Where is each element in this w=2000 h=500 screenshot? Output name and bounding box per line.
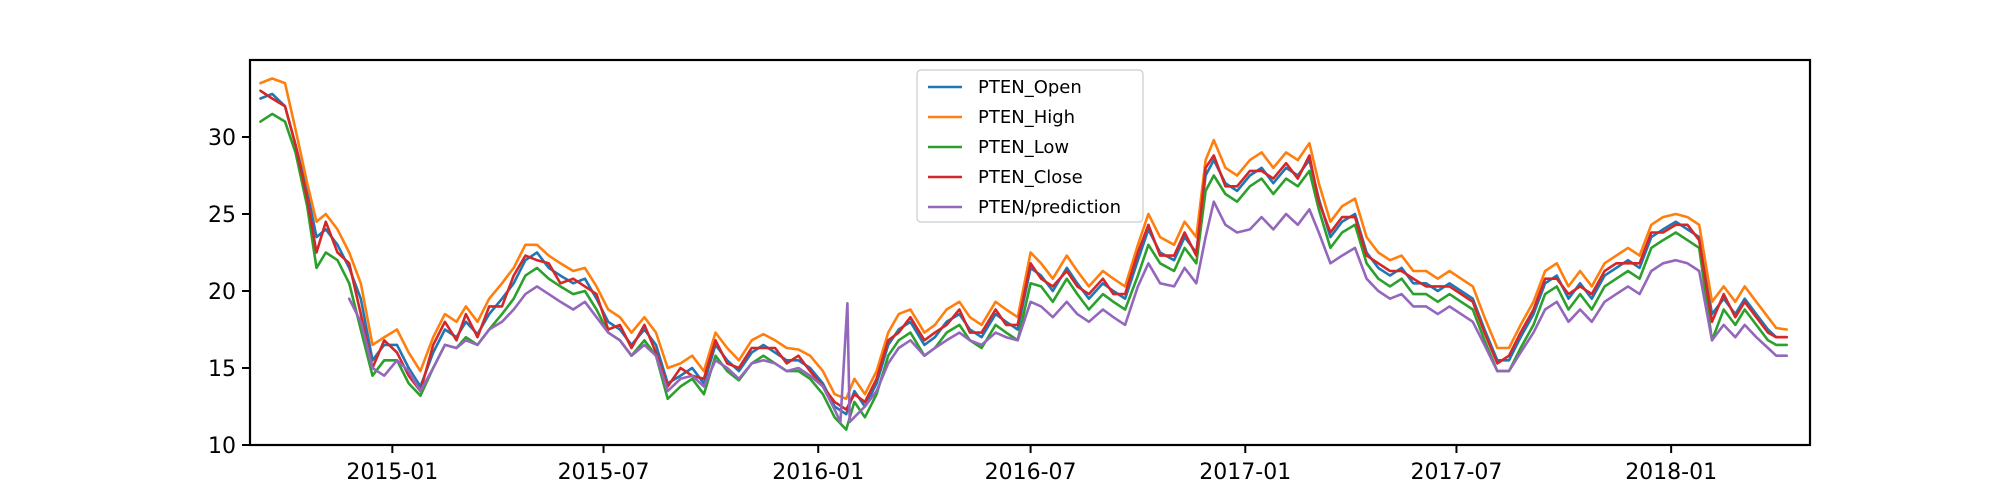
legend-label: PTEN_High: [978, 107, 1075, 128]
series-line-pten-close: [259, 89, 1788, 411]
y-tick-label: 25: [208, 203, 236, 228]
x-tick-label: 2015-01: [346, 460, 438, 485]
legend-label: PTEN_Open: [978, 77, 1082, 98]
x-tick-label: 2015-07: [558, 460, 650, 485]
legend: PTEN_Open PTEN_High PTEN_Low PTEN_Close PTEN…: [916, 69, 1144, 223]
series-line-pten-prediction: [347, 200, 1788, 424]
x-tick-label: 2018-01: [1625, 460, 1717, 485]
x-tick-label: 2017-01: [1199, 460, 1291, 485]
legend-label: PTEN_Close: [978, 167, 1083, 188]
legend-label: PTEN_Low: [978, 137, 1069, 158]
x-tick-label: 2016-07: [985, 460, 1077, 485]
y-tick-label: 15: [208, 357, 236, 382]
x-tick-label: 2016-01: [772, 460, 864, 485]
series-layer: [259, 77, 1788, 431]
y-tick-label: 10: [208, 434, 236, 459]
x-axis: 2015-01 2015-07 2016-01 2016-07 2017-01 2017-…: [346, 445, 1717, 485]
series-line-pten-high: [259, 77, 1788, 401]
legend-label: PTEN/prediction: [978, 197, 1121, 218]
legend-box: [916, 69, 1144, 223]
y-tick-label: 20: [208, 280, 236, 305]
series-line-pten-low: [259, 112, 1788, 431]
x-tick-label: 2017-07: [1411, 460, 1503, 485]
y-tick-label: 30: [208, 126, 236, 151]
y-axis: 10 15 20 25 30: [208, 126, 250, 459]
